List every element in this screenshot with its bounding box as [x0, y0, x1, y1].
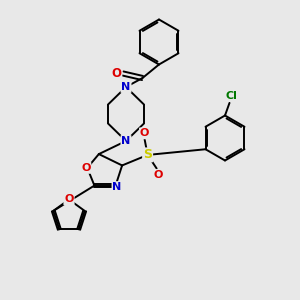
Text: Cl: Cl [225, 91, 237, 101]
Text: S: S [143, 148, 152, 161]
Text: N: N [122, 82, 130, 92]
Text: N: N [112, 182, 122, 192]
Text: O: O [140, 128, 149, 138]
Text: O: O [81, 163, 91, 173]
Text: N: N [122, 136, 130, 146]
Text: O: O [111, 67, 122, 80]
Text: O: O [64, 194, 74, 205]
Text: O: O [153, 170, 163, 180]
